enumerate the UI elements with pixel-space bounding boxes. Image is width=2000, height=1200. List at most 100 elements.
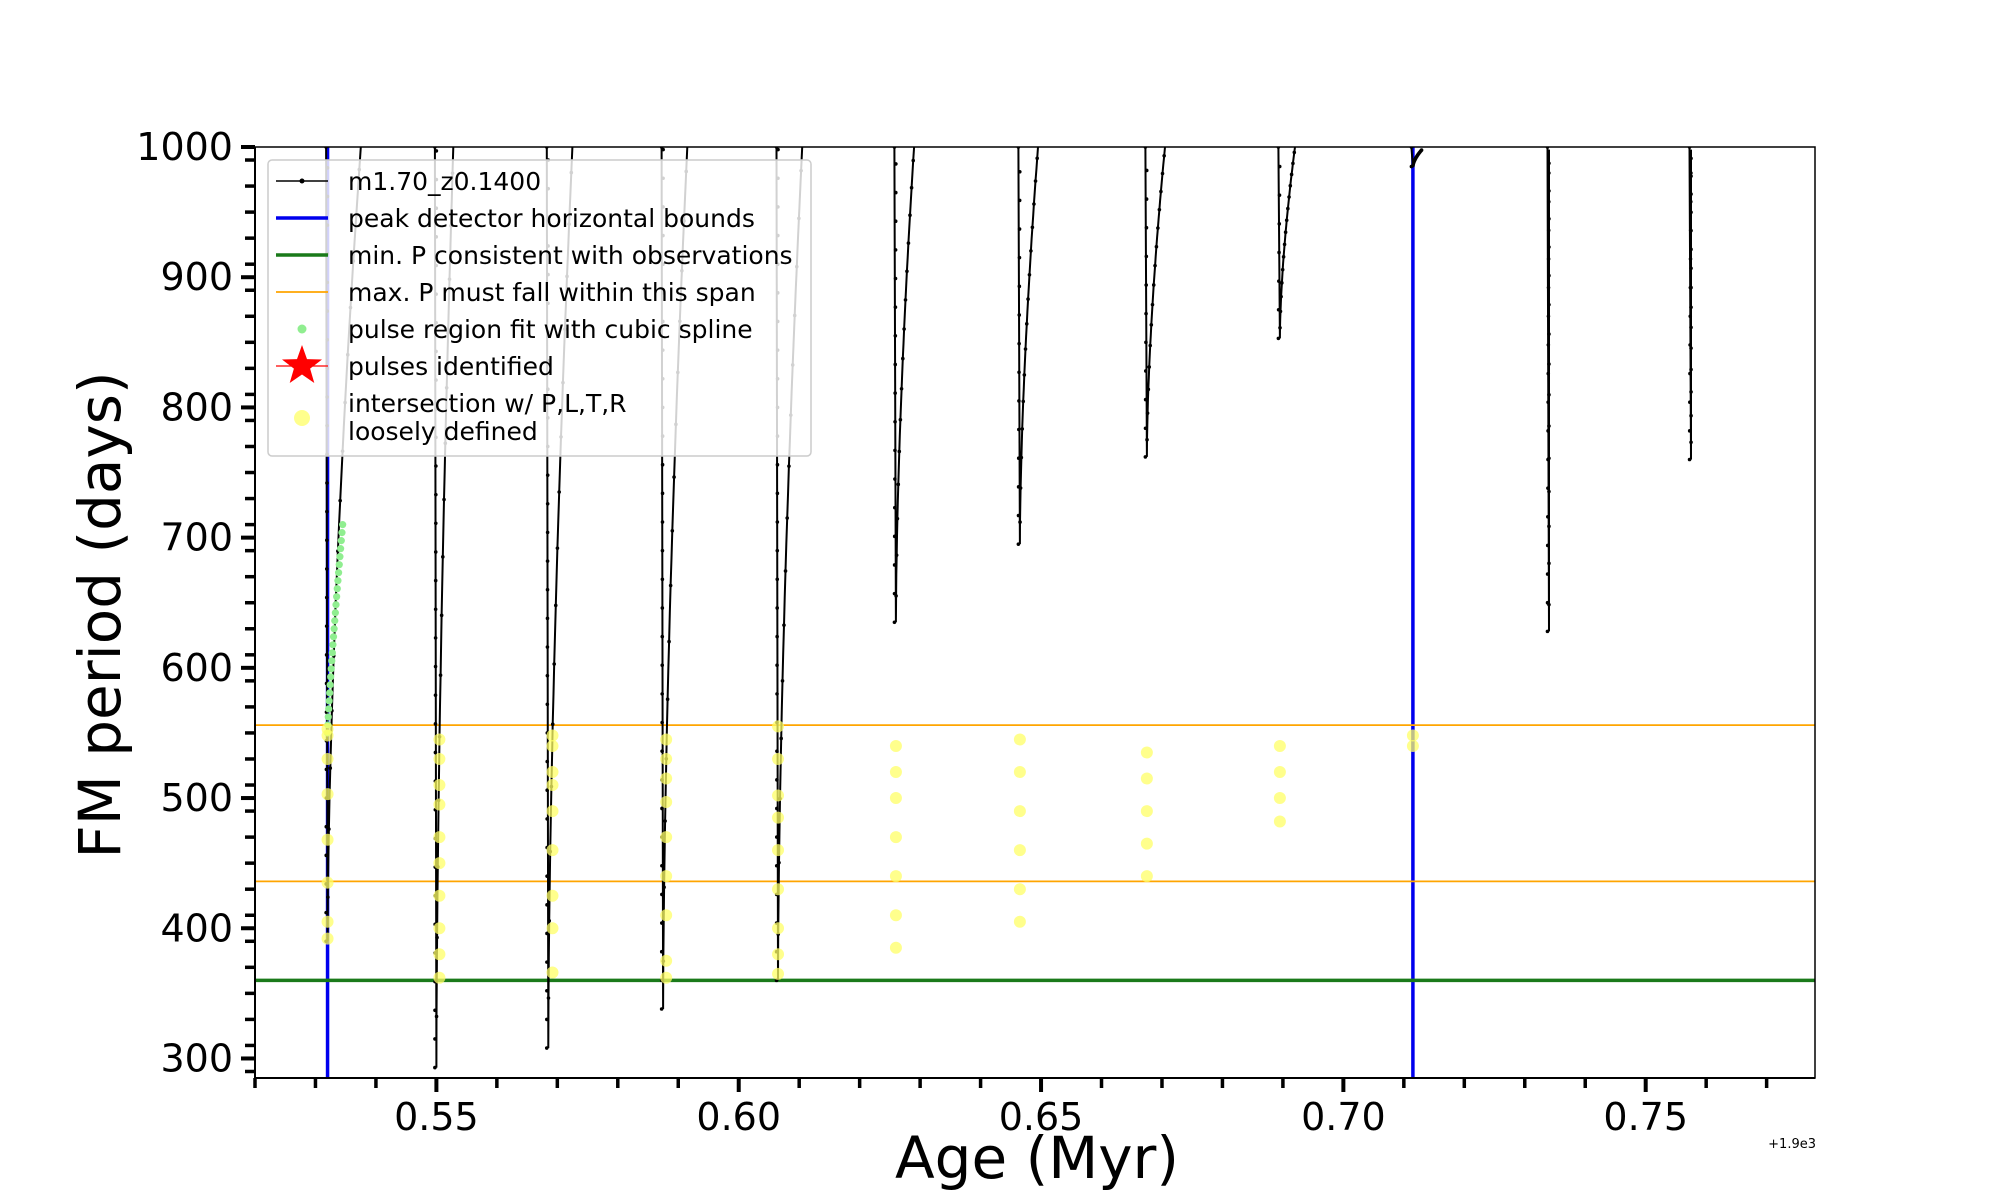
track-dot (1022, 373, 1027, 377)
y-tick-label: 600 (160, 646, 233, 690)
track-dot (545, 931, 549, 936)
track-dot (660, 863, 664, 868)
track-dot (1144, 340, 1148, 345)
track-dot (1689, 305, 1693, 310)
spline-point (334, 569, 343, 577)
track-dot (545, 702, 550, 707)
track-dot (338, 498, 342, 503)
intersection-point-3 (660, 831, 673, 844)
track-dot (894, 162, 898, 166)
intersection-point-1 (433, 889, 446, 902)
track-dot (668, 583, 673, 588)
track-dot (1547, 161, 1551, 166)
track-dot (1689, 367, 1693, 372)
track-dot (906, 241, 911, 245)
intersection-point-9 (1406, 739, 1419, 752)
track-pulse-6 (1017, 147, 1039, 545)
track-dot (660, 577, 665, 582)
track-dot (1689, 156, 1693, 161)
track-dot (660, 892, 664, 897)
track-dot (442, 497, 446, 502)
track-dot (1688, 199, 1693, 204)
track-dot (1688, 228, 1693, 233)
spline-point (328, 657, 336, 665)
track-dot (1279, 294, 1283, 299)
intersection-point-6 (1013, 805, 1026, 818)
intersection-point-1 (433, 798, 446, 811)
x-tick-label: 0.70 (1301, 1095, 1386, 1139)
intersection-point-1 (433, 831, 446, 844)
track-pulse-5 (893, 147, 916, 623)
track-dot (1143, 455, 1148, 459)
intersection-point-3 (660, 795, 673, 808)
track-dot (1546, 285, 1551, 290)
track-dot (1687, 457, 1692, 462)
track-dot (1150, 302, 1155, 307)
track-dot (1283, 230, 1288, 235)
intersection-point-4 (772, 967, 785, 980)
intersection-point-4 (772, 720, 785, 733)
intersection-point-2 (546, 766, 559, 779)
y-tick-label: 900 (160, 255, 233, 299)
track-dot (775, 692, 779, 696)
track-dot (777, 860, 781, 865)
track-dot (1547, 362, 1551, 366)
x-axis-label: Age (Myr) (895, 1124, 1179, 1192)
intersection-point-2 (546, 844, 559, 857)
track-dot (1276, 336, 1281, 341)
spline-point (324, 713, 332, 721)
track-dot (327, 827, 331, 831)
plot-clip-group (255, 147, 1815, 1078)
track-dot (775, 462, 780, 467)
track-dot (545, 673, 550, 678)
track-dot (1547, 561, 1551, 566)
track-dot (545, 988, 549, 993)
track-dot (892, 620, 897, 625)
track-dot (1547, 302, 1551, 307)
intersection-point-9 (1406, 729, 1419, 742)
track-dot (325, 538, 329, 543)
track-dot (893, 362, 898, 367)
track-dot (893, 448, 897, 453)
track-dot (328, 766, 333, 770)
track-dot (775, 520, 780, 524)
intersection-point-8 (1273, 792, 1286, 805)
track-dot (433, 1037, 437, 1041)
track-dot (433, 693, 438, 697)
track-dot (893, 334, 898, 338)
track-dot (545, 587, 550, 592)
track-dot (670, 528, 675, 533)
track-dot (1017, 341, 1021, 346)
track-dot (1016, 485, 1021, 489)
track-dot (660, 520, 665, 524)
track-dot (433, 722, 438, 726)
track-dot (1021, 399, 1026, 404)
track-dot (324, 567, 329, 571)
track-dot (662, 885, 666, 890)
track-dot (1017, 313, 1022, 317)
intersection-point-8 (1273, 766, 1286, 779)
track-dot (896, 482, 901, 487)
track-pulse-10 (1546, 147, 1550, 632)
intersection-point-1 (433, 752, 446, 765)
track-dot (782, 623, 786, 627)
track-dot (439, 613, 444, 618)
track-dot (1688, 343, 1692, 347)
track-dot (324, 853, 329, 858)
track-dot (783, 569, 788, 573)
track-dot (441, 555, 445, 559)
track-dot (1419, 148, 1424, 152)
track-dot (545, 759, 550, 764)
x-tick-label: 0.75 (1603, 1095, 1688, 1139)
track-dot (1143, 369, 1148, 373)
track-dot (1148, 343, 1153, 348)
y-tick-label: 1000 (136, 125, 233, 169)
track-dot (1547, 171, 1551, 175)
track-dot (1030, 225, 1035, 230)
track-dot (774, 835, 779, 839)
x-tick-label: 0.65 (999, 1095, 1084, 1139)
intersection-point-1 (433, 857, 446, 870)
intersection-point-0 (321, 788, 334, 801)
track-dot (1547, 424, 1551, 428)
